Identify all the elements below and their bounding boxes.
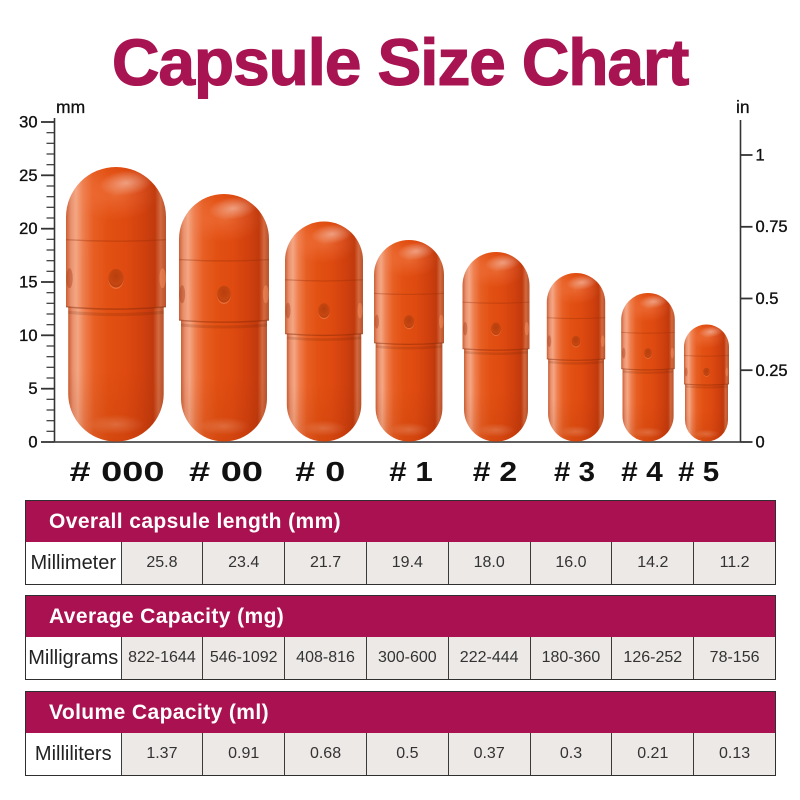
svg-text:0.25: 0.25	[756, 362, 788, 380]
svg-text:# 1: # 1	[389, 456, 433, 487]
svg-text:15: 15	[19, 274, 37, 292]
svg-text:# 2: # 2	[473, 456, 517, 487]
svg-text:25: 25	[19, 167, 37, 185]
svg-text:0: 0	[756, 434, 765, 452]
svg-text:# 4: # 4	[621, 456, 663, 487]
svg-text:# 000: # 000	[70, 456, 165, 487]
svg-text:5: 5	[28, 380, 37, 398]
svg-text:in: in	[736, 97, 750, 117]
svg-text:20: 20	[19, 220, 37, 238]
svg-text:0: 0	[28, 434, 37, 452]
svg-text:# 3: # 3	[554, 456, 595, 487]
svg-text:mm: mm	[56, 97, 85, 117]
svg-text:# 0: # 0	[295, 456, 345, 487]
svg-text:30: 30	[19, 114, 37, 132]
svg-text:# 5: # 5	[678, 456, 719, 487]
svg-text:0.75: 0.75	[756, 218, 788, 236]
svg-text:# 00: # 00	[189, 456, 263, 487]
svg-text:1: 1	[756, 147, 765, 165]
svg-text:0.5: 0.5	[756, 290, 779, 308]
svg-text:10: 10	[19, 327, 37, 345]
